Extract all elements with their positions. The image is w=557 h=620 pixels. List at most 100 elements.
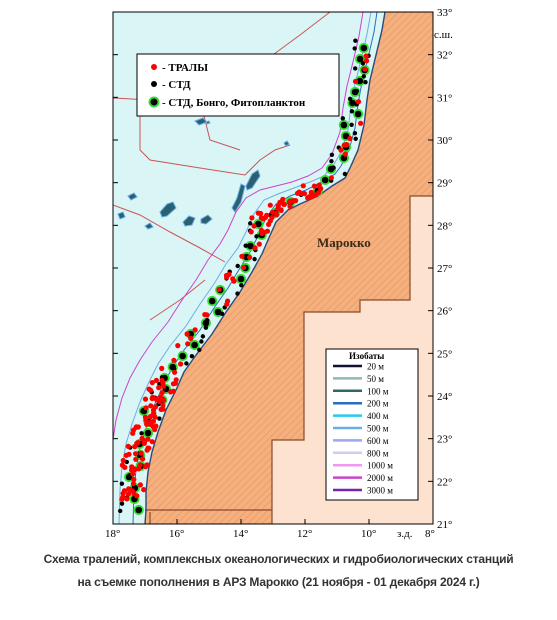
station-trawl (352, 78, 359, 84)
station-trawl (224, 274, 230, 280)
station-trawl (142, 414, 148, 420)
station-trawl (249, 215, 255, 221)
station-ctd (329, 159, 334, 164)
station-ctd-bongo (133, 504, 144, 516)
station-trawl (192, 327, 198, 333)
station-trawl (328, 175, 334, 181)
station-trawl (124, 496, 130, 502)
lat-label: 22° (437, 476, 452, 488)
station-trawl (161, 383, 167, 389)
station-trawl (239, 253, 245, 259)
station-ctd (347, 96, 353, 102)
graticule-ticks (112, 11, 434, 525)
station-trawl (248, 229, 254, 235)
isobath-label: 50 м (367, 374, 384, 384)
station-ctd (243, 243, 248, 248)
station-trawl (159, 365, 165, 371)
station-ctd (219, 311, 225, 317)
station-trawl (125, 491, 132, 497)
station-trawl (315, 190, 322, 196)
station-trawl (133, 424, 139, 430)
station-ctd (360, 61, 366, 66)
station-trawl (280, 196, 286, 202)
station-trawl (202, 312, 208, 318)
station-trawl (262, 214, 269, 220)
station-trawl (168, 389, 174, 395)
station-ctd (252, 256, 257, 262)
station-ctd (349, 122, 354, 127)
station-trawl (153, 423, 159, 429)
isobath-label: 1000 м (367, 461, 393, 471)
legend-trawl-symbol (151, 64, 157, 70)
legend-ringed-symbol (148, 96, 160, 108)
station-ctd (353, 136, 358, 142)
lon-label: 14° (233, 528, 248, 540)
station-trawl (149, 380, 155, 386)
station-trawl (355, 99, 362, 105)
station-trawl (148, 421, 154, 428)
station-trawl (309, 190, 315, 196)
lat-label: 26° (437, 306, 452, 318)
station-trawl (133, 451, 139, 457)
station-ctd (235, 263, 240, 269)
lon-label: 8° (425, 528, 435, 540)
station-trawl (251, 223, 257, 229)
station-trawl (156, 385, 162, 391)
station-ctd (203, 325, 209, 330)
station-trawl (363, 53, 369, 59)
station-trawl (175, 343, 181, 349)
station-ctd (211, 299, 216, 304)
isobath-label: 400 м (367, 411, 389, 421)
station-trawl (278, 207, 284, 213)
borders (145, 195, 433, 524)
station-trawl (241, 264, 247, 270)
station-trawl (131, 476, 137, 483)
station-trawl (149, 439, 155, 445)
legend-ctd-symbol (151, 81, 157, 87)
station-trawl (137, 482, 143, 488)
station-ctd (329, 152, 335, 157)
station-trawl (170, 381, 176, 387)
lat-label: 23° (437, 434, 452, 446)
station-ctd-bongo (358, 42, 369, 54)
station-ctd-bongo (177, 350, 188, 362)
station-trawl (144, 421, 150, 427)
station-trawl (267, 202, 273, 208)
station-trawl (281, 201, 287, 207)
station-trawl (256, 241, 262, 247)
station-trawl (362, 66, 368, 72)
latitude-labels: 21° 22° 23° 24° 25° 26° 27° 28° 29° 30° 31° 32° 33° (437, 7, 452, 531)
station-trawl (188, 335, 194, 341)
station-trawl (300, 183, 306, 189)
station-ctd (189, 354, 195, 359)
isobath-label: 20 м (367, 362, 384, 372)
station-trawl (119, 496, 125, 502)
station-trawl (287, 199, 293, 205)
station-trawl (364, 58, 370, 64)
lat-label: 30° (437, 135, 452, 147)
station-trawl (139, 435, 145, 442)
station-ctd (363, 79, 368, 85)
station-trawl (134, 493, 140, 499)
station-trawl (153, 377, 159, 383)
station-trawl (252, 245, 258, 251)
station-ctd-bongo (189, 339, 200, 351)
lat-label: 27° (437, 263, 452, 275)
isobath-label: 500 м (367, 424, 389, 434)
lat-unit-label: с.ш. (434, 29, 453, 41)
station-trawl (158, 406, 164, 412)
station-trawl (347, 135, 353, 142)
station-ctd-bongo (354, 53, 366, 65)
station-trawl (296, 189, 302, 195)
station-ctd (342, 171, 348, 177)
isobath-label: 200 м (367, 399, 389, 409)
station-trawl (258, 215, 264, 221)
station-ctd (199, 339, 204, 344)
station-trawl (126, 451, 132, 457)
station-ctd (353, 38, 358, 43)
lon-label: 18° (105, 528, 120, 540)
station-trawl (216, 286, 222, 293)
longitude-labels: 18° 16° 14° 12° 10° 8° (105, 528, 435, 540)
station-trawl (178, 361, 184, 367)
station-trawl (140, 456, 146, 462)
